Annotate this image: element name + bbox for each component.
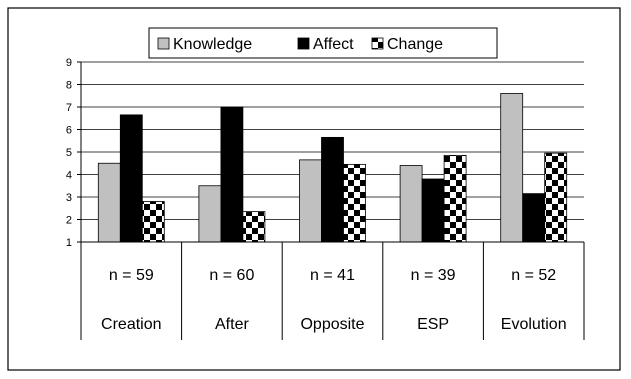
x-tick-label: After bbox=[215, 316, 249, 333]
bar-change bbox=[443, 154, 467, 243]
bar-change bbox=[141, 201, 165, 243]
bar-knowledge bbox=[97, 162, 121, 243]
sample-size-label: n = 60 bbox=[209, 267, 254, 284]
x-tick-label: Creation bbox=[101, 316, 161, 333]
legend-box bbox=[148, 27, 498, 59]
y-tick-label: 2 bbox=[66, 215, 72, 227]
legend: Knowledge Affect Change bbox=[148, 27, 498, 59]
bar-change bbox=[343, 163, 366, 243]
sample-size-label: n = 41 bbox=[310, 267, 355, 284]
bar-knowledge bbox=[399, 165, 423, 243]
y-tick-label: 9 bbox=[66, 57, 72, 69]
y-tick-label: 4 bbox=[66, 170, 72, 182]
plot-area: 1 2 3 4 5 6 7 8 9 bbox=[66, 57, 584, 249]
bar-knowledge bbox=[198, 185, 222, 243]
bar-affect bbox=[220, 106, 244, 243]
x-tick-label: ESP bbox=[417, 316, 449, 333]
sample-size-label: n = 59 bbox=[109, 267, 154, 284]
y-tick-label: 8 bbox=[66, 80, 72, 92]
legend-label-affect: Affect bbox=[313, 36, 354, 53]
x-tick-label: Evolution bbox=[501, 316, 567, 333]
bar-affect bbox=[321, 136, 344, 243]
bar-change bbox=[544, 152, 568, 243]
category-table: n = 59 Creation n = 60 After n = 41 Opposite n… bbox=[80, 241, 585, 340]
sample-size-label: n = 39 bbox=[411, 267, 456, 284]
bar-affect bbox=[421, 178, 445, 243]
y-tick-label: 6 bbox=[66, 125, 72, 137]
y-tick-label: 3 bbox=[66, 192, 72, 204]
bar-affect bbox=[119, 114, 143, 243]
y-tick-label: 5 bbox=[66, 147, 72, 159]
sample-size-label: n = 52 bbox=[511, 267, 556, 284]
bar-knowledge bbox=[500, 93, 524, 243]
legend-label-knowledge: Knowledge bbox=[173, 36, 252, 53]
legend-swatch-affect bbox=[297, 37, 310, 50]
bar-change bbox=[242, 211, 266, 243]
legend-swatch-change bbox=[371, 37, 384, 50]
legend-label-change: Change bbox=[387, 36, 443, 53]
bar-affect bbox=[522, 193, 546, 243]
bar-knowledge bbox=[299, 159, 322, 243]
x-tick-label: Opposite bbox=[300, 316, 364, 333]
y-tick-label: 7 bbox=[66, 102, 72, 114]
y-tick-label: 1 bbox=[66, 237, 72, 249]
legend-swatch-knowledge bbox=[157, 37, 170, 50]
